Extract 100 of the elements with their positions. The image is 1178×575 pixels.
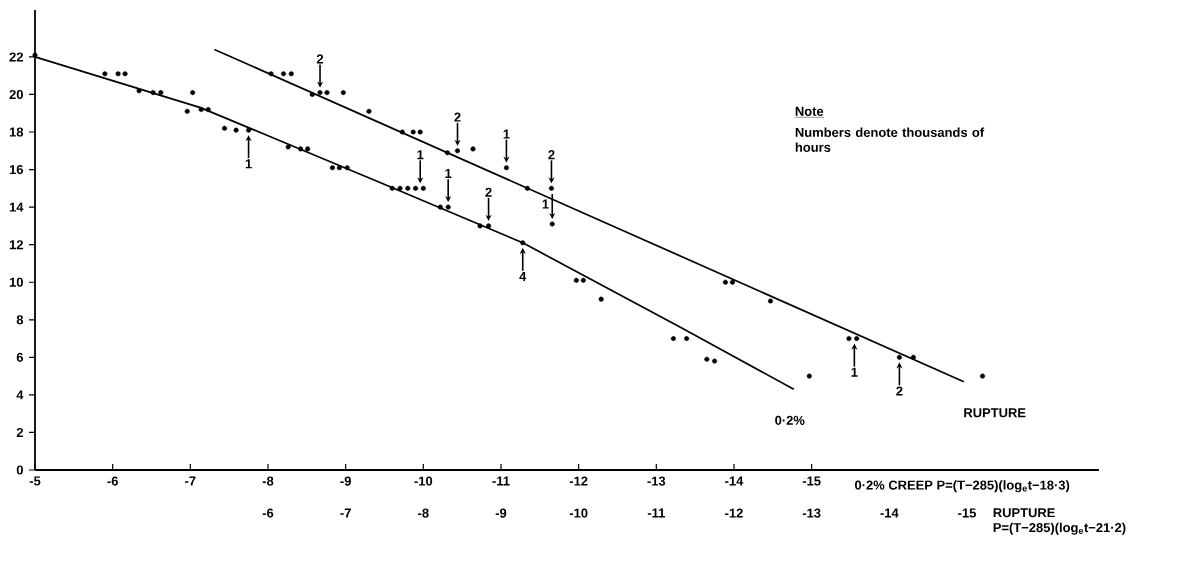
point <box>598 296 604 302</box>
point <box>806 373 812 379</box>
x2-tick-label: -13 <box>802 508 821 518</box>
point <box>329 165 335 171</box>
x2-axis-title: RUPTURE P=(T−285)(log$_{e}$t−21·2) <box>993 508 1126 535</box>
x2-tick-label: -7 <box>340 508 351 518</box>
point <box>524 185 530 191</box>
point <box>190 90 196 96</box>
x-tick-label: -9 <box>340 476 351 486</box>
point <box>389 185 395 191</box>
y-tick-label: 10 <box>9 277 23 287</box>
x2-tick-label: -15 <box>958 508 976 518</box>
x2-tick-label: -8 <box>418 508 429 518</box>
point <box>437 204 443 210</box>
y-tick-label: 0 <box>16 465 23 475</box>
point <box>222 125 227 131</box>
annotation: 2 <box>896 386 903 396</box>
x-tick-label: -14 <box>725 476 744 486</box>
point <box>102 71 108 77</box>
point <box>910 354 916 360</box>
point <box>486 223 492 229</box>
point <box>268 71 274 77</box>
point <box>712 358 718 364</box>
y-tick-label: 6 <box>16 352 24 362</box>
point <box>548 185 554 191</box>
annotation: 1 <box>851 367 858 377</box>
x-tick-label: -6 <box>107 476 118 486</box>
point <box>340 90 346 96</box>
point <box>184 108 190 114</box>
x2-tick-label: -6 <box>262 508 274 518</box>
point <box>366 108 372 114</box>
y-tick-label: 18 <box>9 127 24 137</box>
annotation: 1 <box>417 150 424 160</box>
y-tick-label: 20 <box>9 89 23 100</box>
point <box>32 52 38 58</box>
x2-tick-label: -10 <box>569 508 588 518</box>
annotation: 4 <box>519 272 527 281</box>
annotation: 1 <box>245 159 252 169</box>
point <box>549 221 555 227</box>
point <box>670 336 676 342</box>
point <box>397 185 403 191</box>
point <box>454 148 460 154</box>
text: RUPTURE <box>964 408 1026 418</box>
point <box>281 71 287 77</box>
point <box>573 277 579 283</box>
x2-tick-label: -9 <box>495 508 507 518</box>
annotation: 1 <box>503 129 510 139</box>
annotation: 2 <box>548 150 555 160</box>
y-tick-label: 12 <box>9 240 23 250</box>
point <box>405 185 411 191</box>
x-tick-label: -5 <box>29 476 41 486</box>
point <box>684 336 690 342</box>
point <box>298 146 304 152</box>
x-tick-label: -13 <box>647 476 666 486</box>
point <box>417 129 423 135</box>
point <box>288 71 294 77</box>
point <box>150 90 156 96</box>
point <box>344 165 350 171</box>
annotation: 1 <box>445 169 452 178</box>
point <box>246 127 252 133</box>
point <box>854 336 860 342</box>
x2-tick-label: -12 <box>725 508 743 518</box>
point <box>115 71 121 77</box>
point <box>470 146 476 152</box>
x-tick-label: -8 <box>262 476 274 486</box>
point <box>324 90 330 96</box>
point <box>317 90 323 96</box>
point <box>399 129 405 135</box>
point <box>233 127 239 133</box>
x-tick-label: -11 <box>492 476 510 486</box>
point <box>444 150 450 156</box>
x2-tick-label: -14 <box>880 508 899 518</box>
point <box>445 204 451 210</box>
point <box>205 106 211 112</box>
point <box>136 88 142 94</box>
y-tick-label: 16 <box>9 164 24 175</box>
point <box>520 240 526 246</box>
annotation: Numbers denote thousands of hours <box>795 127 985 152</box>
x-axis-title: 0·2% CREEP P=(T−285)(log$_{e}$t−18·3) <box>855 480 1070 493</box>
x2-tick-label: -11 <box>647 508 665 518</box>
point <box>580 277 586 283</box>
point <box>158 90 164 96</box>
y-tick-label: 4 <box>16 390 24 400</box>
annotation: 1 <box>542 199 549 209</box>
point <box>980 373 986 379</box>
point <box>503 165 509 171</box>
x-tick-label: -15 <box>802 476 821 486</box>
point <box>477 223 483 229</box>
point <box>420 185 426 191</box>
point <box>896 354 902 360</box>
annotation: 2 <box>485 187 492 197</box>
y-tick-label: 22 <box>9 52 23 62</box>
point <box>122 71 128 77</box>
x-tick-label: -7 <box>185 476 196 486</box>
annotation: 2 <box>454 112 461 122</box>
point <box>410 129 416 135</box>
point <box>767 298 773 304</box>
point <box>729 279 735 285</box>
text: 0·2% <box>775 415 805 425</box>
point <box>305 146 311 152</box>
